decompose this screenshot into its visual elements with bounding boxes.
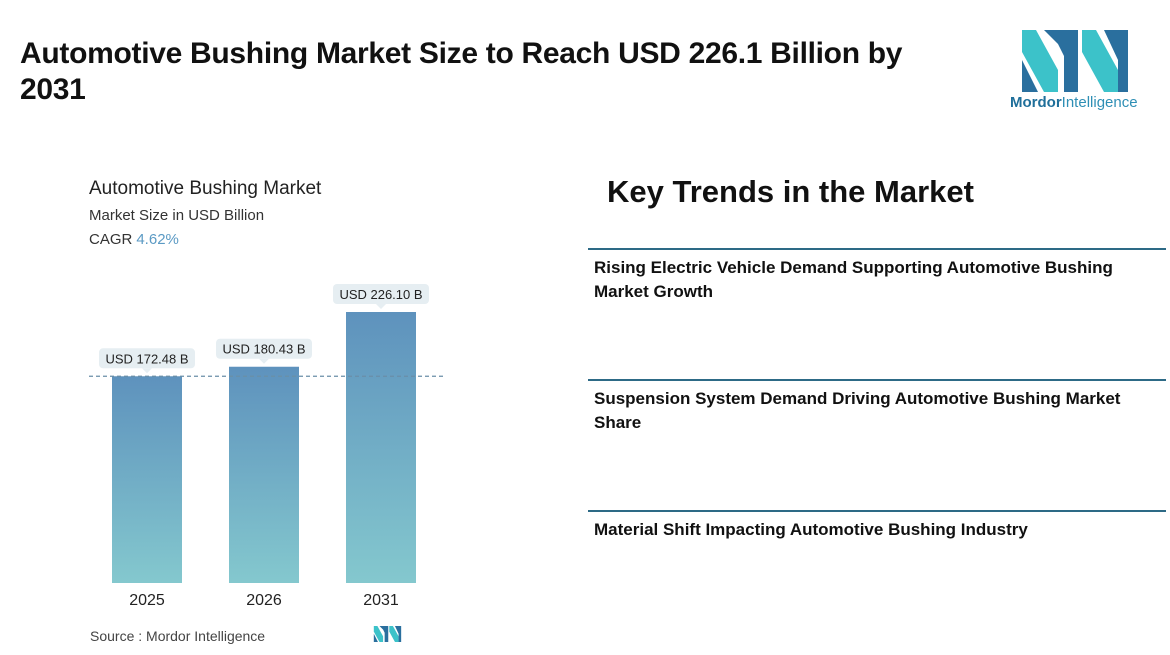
bar-2025 xyxy=(112,376,182,583)
chart-subtitle: Market Size in USD Billion xyxy=(89,207,265,224)
trend-item: Suspension System Demand Driving Automot… xyxy=(594,389,1121,432)
bar-2026 xyxy=(229,366,299,583)
source-logo-icon xyxy=(372,626,404,647)
cagr-text: CAGR 4.62% xyxy=(89,231,179,248)
data-label-pointer xyxy=(259,358,269,364)
x-tick-label: 2026 xyxy=(246,592,282,609)
trend-item: Rising Electric Vehicle Demand Supportin… xyxy=(594,258,1113,301)
trend-divider xyxy=(588,248,1166,250)
trend-item: Material Shift Impacting Automotive Bush… xyxy=(594,520,1028,539)
source-text: Source : Mordor Intelligence xyxy=(90,628,266,644)
cagr-value: 4.62% xyxy=(136,231,179,248)
chart-title: Automotive Bushing Market xyxy=(89,178,322,199)
data-label-bg xyxy=(99,348,195,369)
cagr-label: CAGR xyxy=(89,231,133,248)
data-label-pointer xyxy=(376,304,386,309)
data-label: USD 180.43 B xyxy=(222,342,305,357)
data-label-pointer xyxy=(142,368,152,374)
mordor-intelligence-logo-icon xyxy=(1022,30,1128,92)
logo-wordmark: MordorIntelligence xyxy=(1010,94,1138,111)
x-tick-label: 2031 xyxy=(363,592,399,609)
data-label: USD 172.48 B xyxy=(105,351,188,366)
x-tick-label: 2025 xyxy=(129,592,165,609)
trend-divider xyxy=(588,379,1166,381)
trends-title: Key Trends in the Market xyxy=(607,174,974,209)
page-title: Automotive Bushing Market Size to Reach … xyxy=(20,37,903,106)
bar-chart: USD 172.48 B 2025 USD 180.43 B 2026 USD 226.… xyxy=(89,284,443,609)
bar-2031 xyxy=(346,312,416,583)
data-label: USD 226.10 B xyxy=(339,287,422,302)
trend-divider xyxy=(588,510,1166,512)
data-label-bg xyxy=(216,338,312,359)
brand-logo: MordorIntelligence xyxy=(1010,30,1150,115)
data-label-bg xyxy=(333,284,429,304)
